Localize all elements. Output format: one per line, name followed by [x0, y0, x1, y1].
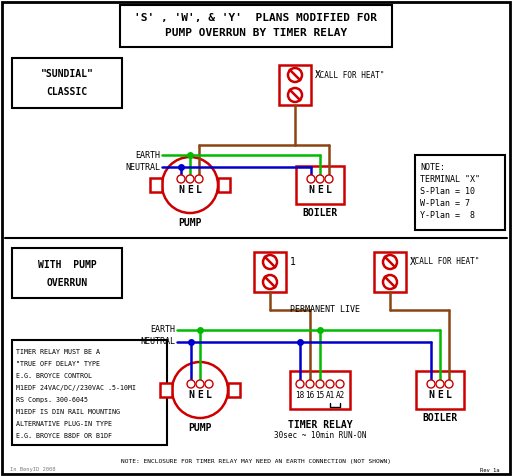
Circle shape — [162, 157, 218, 213]
Text: X: X — [315, 70, 321, 80]
Text: L: L — [196, 185, 202, 195]
Text: 1: 1 — [290, 257, 296, 267]
Circle shape — [172, 362, 228, 418]
Bar — [415, 155, 505, 230]
Text: N: N — [428, 390, 434, 400]
Circle shape — [195, 175, 203, 183]
Text: S-Plan = 10: S-Plan = 10 — [420, 188, 475, 197]
Circle shape — [288, 68, 302, 82]
Text: PERMANENT LIVE: PERMANENT LIVE — [290, 306, 360, 315]
Bar — [160, 383, 172, 397]
Text: A2: A2 — [335, 391, 345, 400]
Text: PUMP: PUMP — [178, 218, 202, 228]
Text: OVERRUN: OVERRUN — [47, 278, 88, 288]
Text: BOILER: BOILER — [303, 208, 337, 218]
Circle shape — [316, 380, 324, 388]
Circle shape — [187, 380, 195, 388]
Text: Y-Plan =  8: Y-Plan = 8 — [420, 211, 475, 220]
Text: EARTH: EARTH — [135, 150, 160, 159]
Text: N: N — [188, 390, 194, 400]
Text: E: E — [437, 390, 443, 400]
Text: TERMINAL "X": TERMINAL "X" — [420, 176, 480, 185]
Text: W-Plan = 7: W-Plan = 7 — [420, 199, 470, 208]
Circle shape — [296, 380, 304, 388]
Text: 18: 18 — [295, 391, 305, 400]
Bar — [12, 58, 122, 108]
Text: E: E — [197, 390, 203, 400]
Circle shape — [306, 380, 314, 388]
Text: 30sec ~ 10min RUN-ON: 30sec ~ 10min RUN-ON — [274, 432, 366, 440]
Circle shape — [383, 275, 397, 289]
Circle shape — [316, 175, 324, 183]
Circle shape — [196, 380, 204, 388]
Circle shape — [288, 88, 302, 102]
Text: 15: 15 — [315, 391, 325, 400]
Circle shape — [336, 380, 344, 388]
Circle shape — [325, 175, 333, 183]
Text: "CALL FOR HEAT": "CALL FOR HEAT" — [315, 70, 385, 79]
Text: M1EDF IS DIN RAIL MOUNTING: M1EDF IS DIN RAIL MOUNTING — [16, 409, 120, 415]
Bar — [12, 248, 122, 298]
Text: A1: A1 — [325, 391, 335, 400]
Circle shape — [205, 380, 213, 388]
Text: PUMP OVERRUN BY TIMER RELAY: PUMP OVERRUN BY TIMER RELAY — [165, 28, 347, 38]
Circle shape — [445, 380, 453, 388]
Text: X: X — [410, 257, 416, 267]
Circle shape — [186, 175, 194, 183]
Circle shape — [177, 175, 185, 183]
Text: "SUNDIAL": "SUNDIAL" — [40, 69, 93, 79]
Text: "CALL FOR HEAT": "CALL FOR HEAT" — [410, 258, 479, 267]
Text: "TRUE OFF DELAY" TYPE: "TRUE OFF DELAY" TYPE — [16, 361, 100, 367]
Bar — [150, 178, 162, 192]
Text: EARTH: EARTH — [150, 326, 175, 335]
Bar — [290, 371, 350, 409]
Text: L: L — [326, 185, 332, 195]
Text: M1EDF 24VAC/DC//230VAC .5-10MI: M1EDF 24VAC/DC//230VAC .5-10MI — [16, 385, 136, 391]
Bar — [279, 65, 311, 105]
Text: 'S' , 'W', & 'Y'  PLANS MODIFIED FOR: 'S' , 'W', & 'Y' PLANS MODIFIED FOR — [135, 13, 377, 23]
Text: ALTERNATIVE PLUG-IN TYPE: ALTERNATIVE PLUG-IN TYPE — [16, 421, 112, 427]
Text: L: L — [206, 390, 212, 400]
Text: 16: 16 — [305, 391, 315, 400]
Text: E.G. BROYCE B8DF OR B1DF: E.G. BROYCE B8DF OR B1DF — [16, 433, 112, 439]
Bar — [12, 340, 167, 445]
Text: Rev 1a: Rev 1a — [480, 467, 500, 473]
Circle shape — [427, 380, 435, 388]
Circle shape — [326, 380, 334, 388]
Text: NOTE: ENCLOSURE FOR TIMER RELAY MAY NEED AN EARTH CONNECTION (NOT SHOWN): NOTE: ENCLOSURE FOR TIMER RELAY MAY NEED… — [121, 459, 391, 465]
Circle shape — [307, 175, 315, 183]
Text: RS Comps. 300-6045: RS Comps. 300-6045 — [16, 397, 88, 403]
Text: E: E — [187, 185, 193, 195]
Bar — [120, 5, 392, 47]
Text: PUMP: PUMP — [188, 423, 212, 433]
Text: NEUTRAL: NEUTRAL — [140, 337, 175, 347]
Text: In BenyID 2008: In BenyID 2008 — [10, 467, 55, 473]
Circle shape — [263, 275, 277, 289]
Circle shape — [263, 255, 277, 269]
Text: TIMER RELAY MUST BE A: TIMER RELAY MUST BE A — [16, 349, 100, 355]
Text: CLASSIC: CLASSIC — [47, 87, 88, 97]
Bar — [416, 371, 464, 409]
Text: NEUTRAL: NEUTRAL — [125, 162, 160, 171]
Text: N: N — [308, 185, 314, 195]
Text: BOILER: BOILER — [422, 413, 458, 423]
Text: E.G. BROYCE CONTROL: E.G. BROYCE CONTROL — [16, 373, 92, 379]
Bar — [218, 178, 230, 192]
Bar — [374, 252, 406, 292]
Circle shape — [436, 380, 444, 388]
Text: N: N — [178, 185, 184, 195]
Text: L: L — [446, 390, 452, 400]
Text: NOTE:: NOTE: — [420, 163, 445, 172]
Bar — [254, 252, 286, 292]
Text: E: E — [317, 185, 323, 195]
Bar — [228, 383, 240, 397]
Text: TIMER RELAY: TIMER RELAY — [288, 420, 352, 430]
Circle shape — [383, 255, 397, 269]
Text: WITH  PUMP: WITH PUMP — [37, 260, 96, 270]
Bar — [296, 166, 344, 204]
